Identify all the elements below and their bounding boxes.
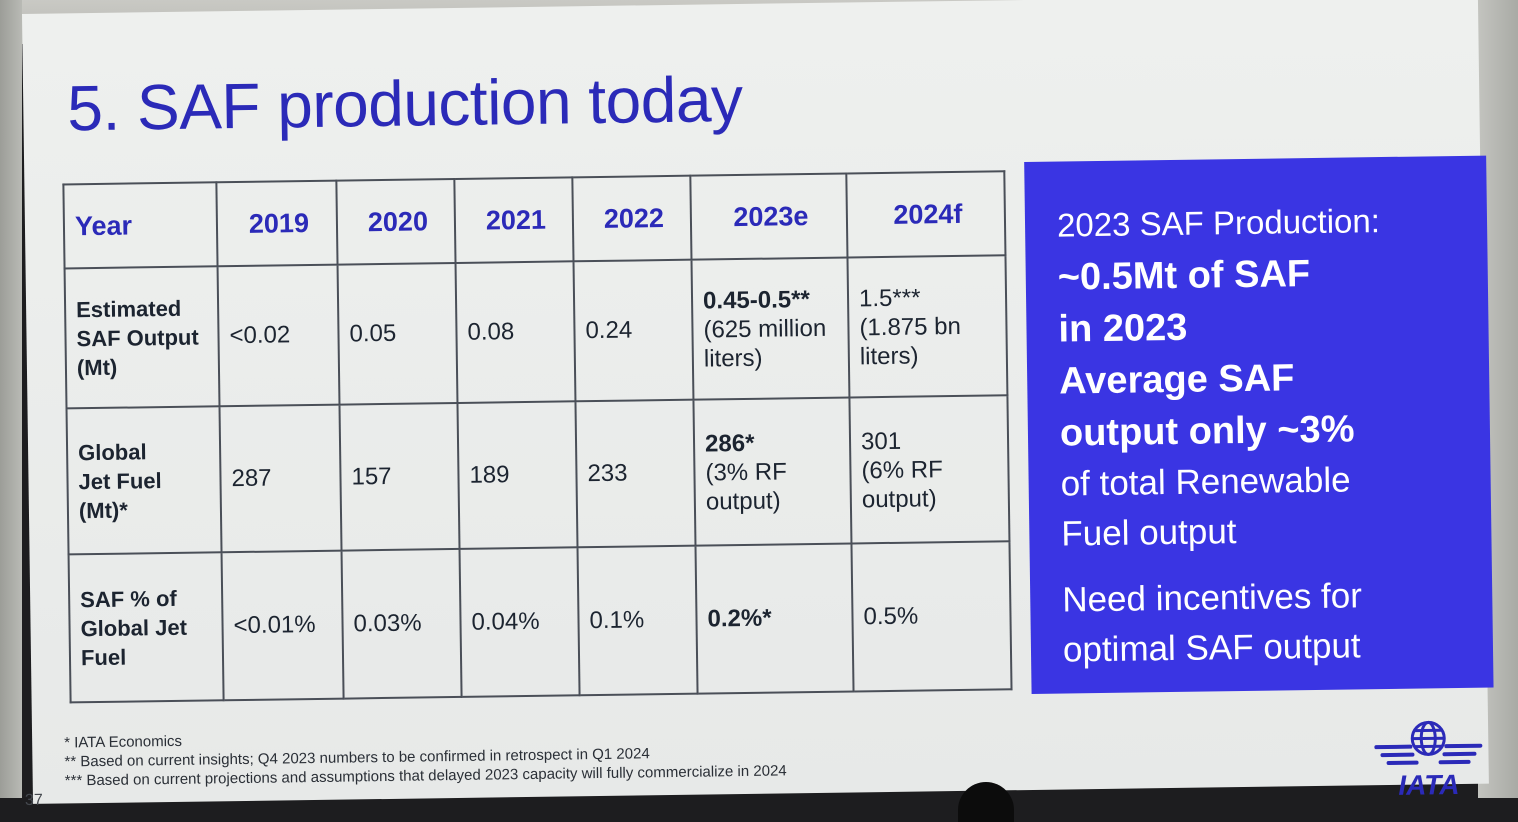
row-label-line: (Mt) — [77, 351, 212, 382]
table-cell-2024f: 1.5*** (1.875 bn liters) — [847, 255, 1007, 397]
row-label-line: Jet Fuel — [78, 465, 213, 496]
table-cell-2023e: 0.45-0.5** (625 million liters) — [691, 257, 849, 399]
table-cell: 189 — [457, 401, 577, 549]
footnotes: * IATA Economics ** Based on current ins… — [64, 723, 787, 790]
header-year-2020: 2020 — [336, 179, 455, 265]
cell-note: (1.875 bn — [859, 311, 999, 342]
callout-highlight: output only ~3% — [1060, 402, 1491, 460]
callout-highlight: in 2023 — [1058, 298, 1489, 356]
callout-text: Need incentives for — [1062, 570, 1493, 626]
header-year-2022: 2022 — [572, 176, 691, 262]
header-year-2021: 2021 — [454, 177, 573, 263]
table-cell: 0.1% — [578, 546, 698, 696]
iata-logo: IATA — [1368, 716, 1489, 798]
table-cell: 157 — [339, 403, 459, 551]
table-cell: 233 — [575, 400, 695, 548]
cell-main: 301 — [861, 425, 1001, 456]
callout-heading: 2023 SAF Production: — [1057, 194, 1488, 252]
table-row: Global Jet Fuel (Mt)* 287 157 189 233 28… — [67, 395, 1010, 554]
table-cell: 0.08 — [456, 261, 576, 403]
cell-note: output) — [706, 485, 844, 516]
cell-note: (625 million — [703, 313, 841, 344]
header-year-2019: 2019 — [216, 181, 337, 267]
row-label-line: Estimated — [76, 293, 211, 324]
table-cell: 0.24 — [574, 260, 694, 402]
page-number: 37 — [25, 792, 43, 810]
table-row: SAF % of Global Jet Fuel <0.01% 0.03% 0.… — [69, 541, 1012, 702]
cell-note: output) — [862, 483, 1002, 514]
row-label-line: Global Jet — [80, 612, 215, 643]
globe-icon — [1412, 722, 1444, 754]
table-cell-2024f: 301 (6% RF output) — [849, 395, 1009, 543]
logo-text: IATA — [1398, 769, 1460, 797]
table-cell: <0.01% — [222, 551, 344, 701]
cell-note: liters) — [704, 342, 842, 373]
header-year-2023e: 2023e — [690, 174, 847, 260]
table-header-row: Year 2019 2020 2021 2022 2023e 2024f — [63, 171, 1005, 268]
header-year-label: Year — [63, 182, 217, 268]
cell-note: (6% RF — [861, 454, 1001, 485]
row-label-line: Global — [78, 436, 213, 467]
slide-title: 5. SAF production today — [67, 62, 743, 145]
table-cell: 0.04% — [460, 547, 580, 697]
callout-text: optimal SAF output — [1063, 620, 1494, 676]
callout-text: Fuel output — [1061, 504, 1492, 560]
wall-left — [0, 0, 22, 798]
row-label-line: Fuel — [81, 641, 216, 672]
cell-main: 286* — [705, 427, 843, 458]
row-label-line: (Mt)* — [79, 494, 214, 525]
table-cell: 287 — [219, 405, 341, 553]
projected-slide: 5. SAF production today Year 2019 2020 2… — [22, 0, 1489, 804]
cell-main: 1.5*** — [859, 282, 999, 313]
row-label-saf-output: Estimated SAF Output (Mt) — [65, 266, 220, 408]
callout-highlight: Average SAF — [1059, 350, 1490, 408]
cell-note: (3% RF — [705, 456, 843, 487]
table-cell-2024f: 0.5% — [851, 541, 1011, 691]
row-label-line: SAF Output — [76, 322, 211, 353]
row-label-jet-fuel: Global Jet Fuel (Mt)* — [67, 406, 222, 554]
table-row: Estimated SAF Output (Mt) <0.02 0.05 0.0… — [65, 255, 1008, 408]
table-cell-2023e: 286* (3% RF output) — [693, 397, 851, 545]
saf-callout-box: 2023 SAF Production: ~0.5Mt of SAF in 20… — [1024, 156, 1493, 694]
row-label-saf-percent: SAF % of Global Jet Fuel — [69, 552, 224, 702]
row-label-line: SAF % of — [80, 583, 215, 614]
table-cell: <0.02 — [218, 265, 340, 407]
table-cell: 0.05 — [338, 263, 458, 405]
callout-text: of total Renewable — [1060, 454, 1491, 510]
table-cell: 0.03% — [342, 549, 462, 699]
table-cell-2023e: 0.2%* — [695, 543, 853, 693]
cell-main: 0.45-0.5** — [703, 284, 841, 315]
callout-highlight: ~0.5Mt of SAF — [1057, 246, 1488, 304]
cell-note: liters) — [860, 340, 1000, 371]
saf-production-table: Year 2019 2020 2021 2022 2023e 2024f Est… — [62, 170, 1012, 703]
header-year-2024f: 2024f — [846, 171, 1005, 257]
